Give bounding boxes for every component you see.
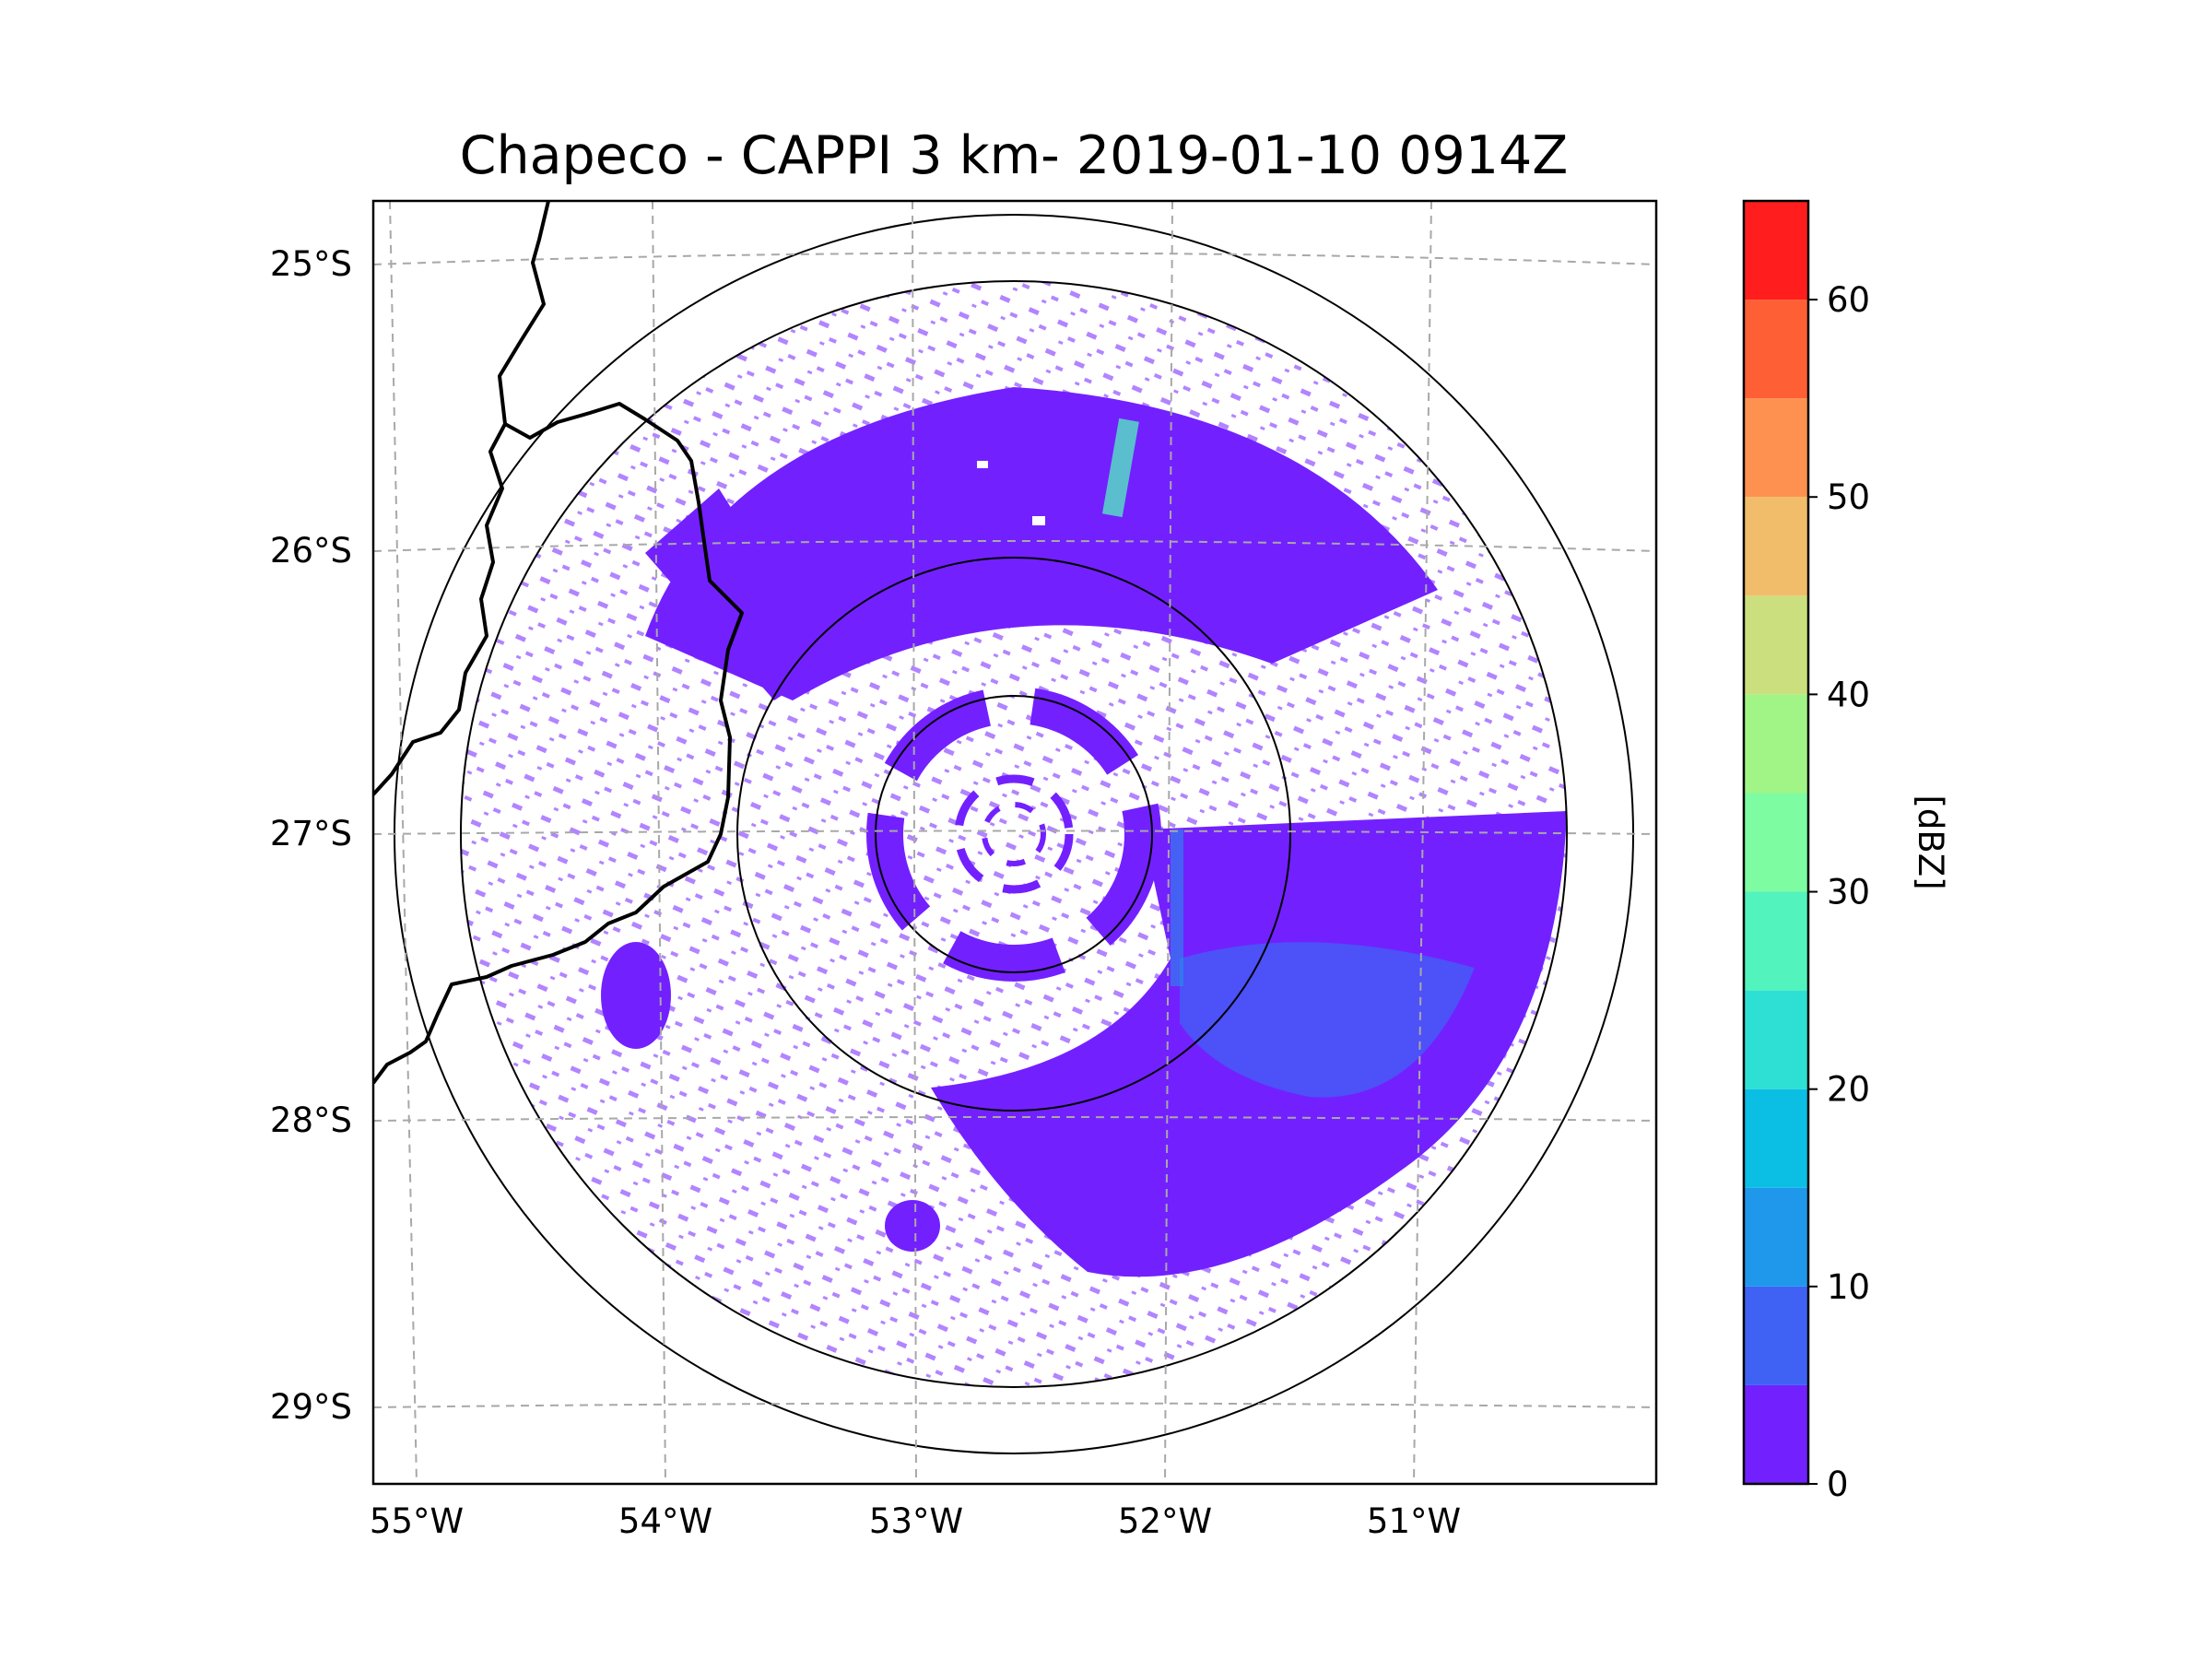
meridian-51W xyxy=(1413,201,1432,1484)
colorbar-segment xyxy=(1744,300,1808,399)
lat-tick-label: 27°S xyxy=(270,814,352,853)
graticule xyxy=(373,201,1656,1484)
colorbar-tick-label: 30 xyxy=(1827,873,1870,912)
lat-tick-label: 28°S xyxy=(270,1100,352,1140)
lat-tick-label: 29°S xyxy=(270,1387,352,1427)
colorbar-segment xyxy=(1744,1286,1808,1385)
range-ring-200km xyxy=(736,557,1291,1112)
range-ring-100km xyxy=(875,695,1153,973)
meridian-55W xyxy=(389,201,418,1484)
map-axes xyxy=(373,201,1656,1484)
meridian-52W xyxy=(1164,201,1173,1484)
lat-tick-label: 26°S xyxy=(270,531,352,571)
colorbar-segment xyxy=(1744,793,1808,892)
colorbar-segment xyxy=(1744,1384,1808,1484)
meridian-54W xyxy=(652,201,666,1484)
colorbar-tick-label: 40 xyxy=(1827,675,1870,714)
country-borders xyxy=(373,201,744,1085)
parallel-27S xyxy=(373,830,1656,835)
colorbar-tick-label: 10 xyxy=(1827,1267,1870,1307)
colorbar-segment xyxy=(1744,1187,1808,1287)
lon-tick-label: 54°W xyxy=(618,1501,712,1541)
colorbar-segment xyxy=(1744,398,1808,498)
colorbar-tick-label: 60 xyxy=(1827,280,1870,320)
colorbar-segment xyxy=(1744,891,1808,991)
range-ring-300km xyxy=(460,280,1568,1388)
border-paraguay-argentina xyxy=(373,201,550,796)
colorbar-tick-label: 50 xyxy=(1827,477,1870,517)
lon-tick-label: 55°W xyxy=(370,1501,464,1541)
parallel-26S xyxy=(373,540,1656,552)
lon-tick-label: 51°W xyxy=(1367,1501,1461,1541)
colorbar-tick-label: 0 xyxy=(1827,1465,1849,1504)
colorbar: 0 10 20 30 40 50 60 [dBZ] xyxy=(1742,199,1950,1504)
colorbar-segment xyxy=(1744,201,1808,300)
colorbar-segment xyxy=(1744,595,1808,695)
meridian-53W xyxy=(912,201,917,1484)
reflectivity-field xyxy=(461,281,1567,1387)
lon-tick-label: 53°W xyxy=(869,1501,963,1541)
colorbar-label: [dBZ] xyxy=(1911,794,1950,889)
colorbar-frame xyxy=(1742,199,1810,1486)
lat-tick-label: 25°S xyxy=(270,244,352,284)
colorbar-segment xyxy=(1744,990,1808,1089)
parallel-29S xyxy=(373,1402,1656,1408)
lon-tick-labels: 55°W 54°W 53°W 52°W 51°W xyxy=(370,1501,1461,1541)
colorbar-segment xyxy=(1744,694,1808,794)
lat-tick-labels: 25°S 26°S 27°S 28°S 29°S xyxy=(270,244,352,1427)
colorbar-segment xyxy=(1744,497,1808,596)
lon-tick-label: 52°W xyxy=(1118,1501,1212,1541)
border-argentina-brazil xyxy=(373,402,744,1085)
colorbar-segment xyxy=(1744,1088,1808,1188)
parallel-28S xyxy=(373,1116,1656,1122)
figure-title: Chapeco - CAPPI 3 km- 2019-01-10 0914Z xyxy=(460,125,1569,186)
map-frame xyxy=(371,199,1658,1486)
colorbar-tick-label: 20 xyxy=(1827,1070,1870,1110)
parallel-25S xyxy=(373,252,1656,265)
